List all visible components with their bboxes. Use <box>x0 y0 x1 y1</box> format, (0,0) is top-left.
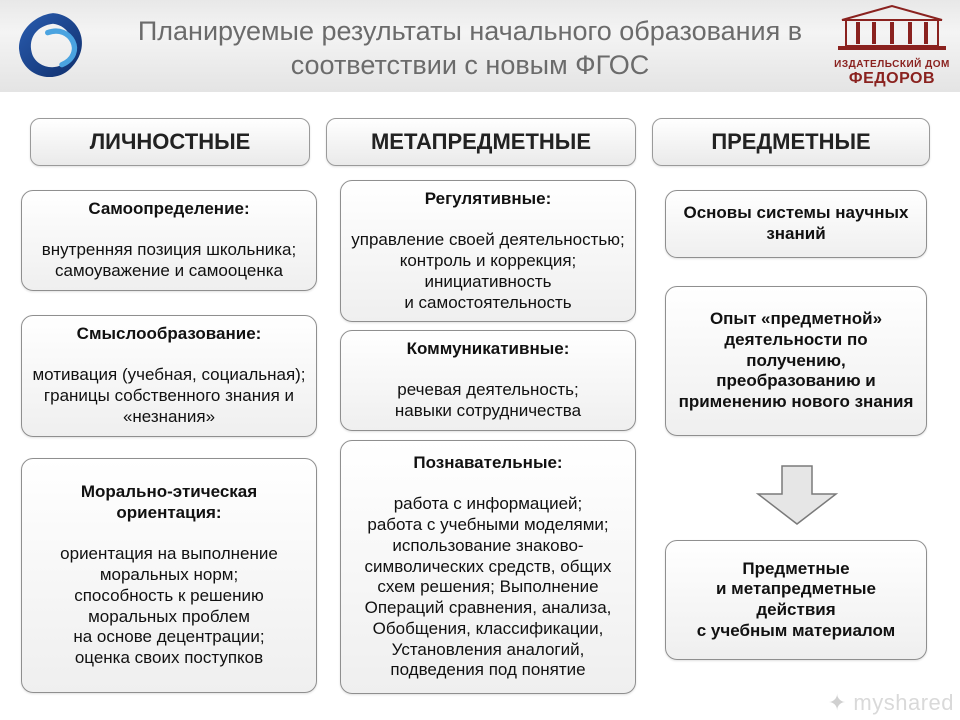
page-title: Планируемые результаты начального образо… <box>0 9 960 83</box>
box-title: Коммуникативные: <box>349 339 627 360</box>
box-title: Смыслообразование: <box>30 324 308 345</box>
swirl-icon <box>8 6 98 86</box>
box-body: работа с информацией;работа с учебными м… <box>349 494 627 681</box>
brand-main: ФЕДОРОВ <box>832 70 952 88</box>
box-cognitive: Познавательные: работа с информацией;раб… <box>340 440 636 694</box>
brand-small: ИЗДАТЕЛЬСКИЙ ДОМ <box>832 59 952 70</box>
logo-right: ИЗДАТЕЛЬСКИЙ ДОМ ФЕДОРОВ <box>832 4 952 88</box>
box-body: управление своей деятельностью;контроль … <box>349 230 627 313</box>
box-self-determination: Самоопределение: внутренняя позиция школ… <box>21 190 317 291</box>
header-bar: Планируемые результаты начального образо… <box>0 0 960 92</box>
box-regulatory: Регулятивные: управление своей деятельно… <box>340 180 636 322</box>
box-title: Регулятивные: <box>349 189 627 210</box>
watermark: ✦ myshared <box>828 690 954 716</box>
box-body: Опыт «предметной» деятельности по получе… <box>674 309 918 413</box>
arrow-down-icon <box>752 462 842 528</box>
box-communicative: Коммуникативные: речевая деятельность;на… <box>340 330 636 431</box>
box-scientific-basics: Основы системы научных знаний <box>665 190 927 258</box>
box-body: Основы системы научных знаний <box>674 203 918 244</box>
building-icon <box>832 4 952 54</box>
box-body: ориентация на выполнение моральных норм;… <box>30 544 308 668</box>
column-header-meta: МЕТАПРЕДМЕТНЫЕ <box>326 118 636 166</box>
page: Планируемые результаты начального образо… <box>0 0 960 720</box>
box-meaning-formation: Смыслообразование: мотивация (учебная, с… <box>21 315 317 437</box>
logo-left <box>8 6 98 86</box>
box-title: Морально-этическая ориентация: <box>30 482 308 523</box>
watermark-text: myshared <box>853 690 954 715</box>
box-actions-with-material: Предметныеи метапредметные действияс уче… <box>665 540 927 660</box>
box-subject-experience: Опыт «предметной» деятельности по получе… <box>665 286 927 436</box>
box-title: Самоопределение: <box>30 199 308 220</box>
column-header-personal: ЛИЧНОСТНЫЕ <box>30 118 310 166</box>
column-header-subject: ПРЕДМЕТНЫЕ <box>652 118 930 166</box>
box-body: мотивация (учебная, социальная);границы … <box>30 365 308 427</box>
box-moral-ethical: Морально-этическая ориентация: ориентаци… <box>21 458 317 693</box>
box-body: внутренняя позиция школьника;самоуважени… <box>30 240 308 281</box>
column-header-label: МЕТАПРЕДМЕТНЫЕ <box>371 129 591 154</box>
box-body: речевая деятельность;навыки сотрудничест… <box>349 380 627 421</box>
column-header-label: ЛИЧНОСТНЫЕ <box>90 129 251 154</box>
box-body: Предметныеи метапредметные действияс уче… <box>674 559 918 642</box>
box-title: Познавательные: <box>349 453 627 474</box>
column-header-label: ПРЕДМЕТНЫЕ <box>711 129 870 154</box>
